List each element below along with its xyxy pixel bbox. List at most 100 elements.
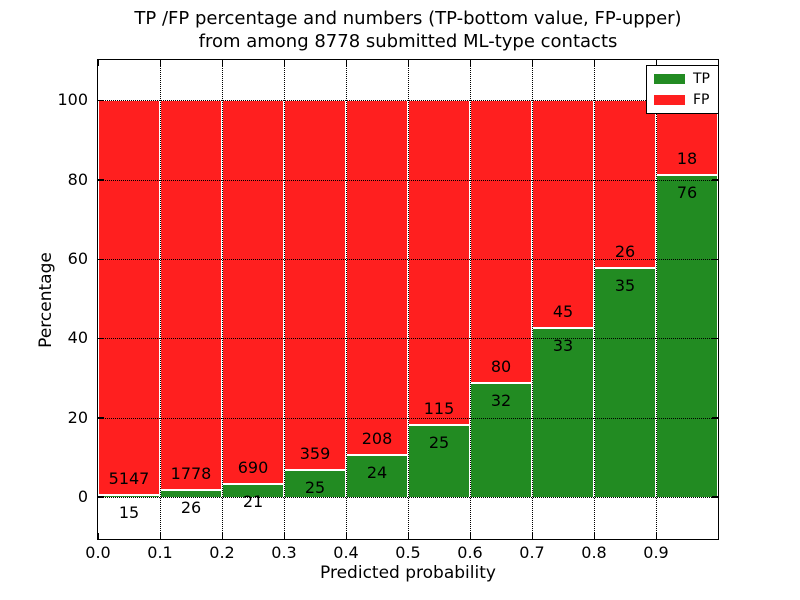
bar-fp-segment: [533, 99, 593, 330]
x-tick-label: 0.8: [581, 543, 607, 562]
bar-tp-segment: [471, 383, 531, 497]
x-tick-label: 0.5: [395, 543, 421, 562]
x-tick-label: 0.4: [333, 543, 359, 562]
x-tick-mark-top: [593, 60, 595, 66]
y-tick-mark-right: [712, 179, 718, 181]
bar-tp-segment: [533, 329, 593, 497]
fp-count-label: 690: [237, 458, 269, 478]
tp-count-label: 32: [490, 390, 512, 410]
tp-count-label: 15: [118, 502, 140, 522]
fp-count-label: 80: [490, 356, 512, 376]
tp-count-label: 35: [614, 276, 636, 296]
y-tick-mark: [98, 258, 104, 261]
y-tick-mark: [98, 337, 104, 340]
legend-swatch-fp: [654, 95, 685, 105]
x-tick-mark: [97, 533, 99, 539]
bar-fp-segment: [161, 99, 221, 492]
y-tick-label: 100: [57, 90, 88, 110]
x-tick-mark: [593, 533, 595, 539]
tp-count-label: 33: [552, 336, 574, 356]
tp-count-label: 25: [304, 478, 326, 498]
y-tick-mark-right: [712, 496, 718, 498]
bar-tp-segment: [657, 176, 717, 497]
legend-label-fp: FP: [693, 92, 710, 108]
chart-title-line2: from among 8778 submitted ML-type contac…: [198, 31, 618, 52]
x-tick-label: 0.6: [457, 543, 483, 562]
gridline-vertical: [346, 60, 347, 539]
x-tick-mark: [469, 533, 471, 539]
gridline-vertical: [160, 60, 161, 539]
bar-fp-segment: [285, 99, 345, 472]
x-tick-mark-top: [531, 60, 533, 66]
fp-count-label: 26: [614, 242, 636, 262]
x-tick-label: 0.9: [643, 543, 669, 562]
y-tick-mark-right: [712, 417, 718, 419]
x-tick-mark: [345, 533, 347, 539]
x-tick-mark-top: [469, 60, 471, 66]
x-axis-label: Predicted probability: [320, 563, 496, 583]
y-tick-mark-right: [712, 258, 718, 261]
chart-title-line1: TP /FP percentage and numbers (TP-bottom…: [134, 8, 682, 29]
fp-count-label: 1778: [170, 464, 212, 484]
x-tick-mark-top: [283, 60, 285, 66]
x-tick-label: 0.7: [519, 543, 545, 562]
bar-fp-segment: [595, 99, 655, 270]
legend-swatch-tp: [654, 74, 685, 84]
legend-entry-tp: TP: [654, 72, 710, 86]
tp-count-label: 24: [366, 462, 388, 482]
y-tick-mark: [98, 417, 104, 419]
x-tick-label: 0.2: [209, 543, 235, 562]
y-tick-label: 80: [67, 169, 88, 189]
x-tick-mark-top: [221, 60, 223, 66]
y-tick-mark: [98, 99, 104, 102]
x-tick-mark-top: [407, 60, 409, 66]
tp-count-label: 76: [676, 183, 698, 203]
fp-count-label: 115: [423, 399, 455, 419]
bar-tp-segment: [223, 485, 283, 497]
fp-count-label: 5147: [108, 468, 150, 488]
fp-count-label: 208: [361, 428, 393, 448]
bar-tp-segment: [409, 426, 469, 497]
bar-tp-segment: [285, 471, 345, 497]
y-tick-label: 20: [67, 407, 88, 427]
x-tick-label: 0.1: [147, 543, 173, 562]
gridline-vertical: [532, 60, 533, 539]
x-tick-mark-top: [655, 60, 657, 66]
legend-label-tp: TP: [693, 71, 710, 87]
y-tick-label: 40: [67, 328, 88, 348]
bar-tp-segment: [161, 491, 221, 497]
y-tick-label: 0: [77, 486, 88, 506]
x-tick-mark: [407, 533, 409, 539]
x-tick-mark: [531, 533, 533, 539]
y-tick-label: 60: [67, 249, 88, 269]
tp-count-label: 21: [242, 492, 264, 512]
x-tick-label: 0.3: [271, 543, 297, 562]
x-tick-mark: [283, 533, 285, 539]
x-tick-mark-top: [97, 60, 99, 66]
bar-fp-segment: [99, 99, 159, 496]
gridline-vertical: [656, 60, 657, 539]
y-tick-mark-right: [712, 337, 718, 340]
gridline-vertical: [222, 60, 223, 539]
tp-count-label: 26: [180, 498, 202, 518]
fp-count-label: 359: [299, 444, 331, 464]
bar-tp-segment: [595, 269, 655, 497]
legend: TP FP: [646, 65, 719, 114]
gridline-vertical: [408, 60, 409, 539]
x-tick-mark: [655, 533, 657, 539]
x-tick-label: 0.0: [85, 543, 111, 562]
y-tick-mark: [98, 496, 104, 498]
chart-title: TP /FP percentage and numbers (TP-bottom…: [98, 7, 718, 53]
gridline-vertical: [594, 60, 595, 539]
y-tick-mark: [98, 179, 104, 181]
tp-count-label: 25: [428, 433, 450, 453]
x-tick-mark-top: [159, 60, 161, 66]
bar-fp-segment: [409, 99, 469, 427]
fp-count-label: 18: [676, 149, 698, 169]
x-tick-mark-top: [345, 60, 347, 66]
bar-tp-segment: [347, 455, 407, 497]
x-tick-mark: [221, 533, 223, 539]
x-tick-mark: [717, 533, 719, 539]
fp-count-label: 45: [552, 302, 574, 322]
